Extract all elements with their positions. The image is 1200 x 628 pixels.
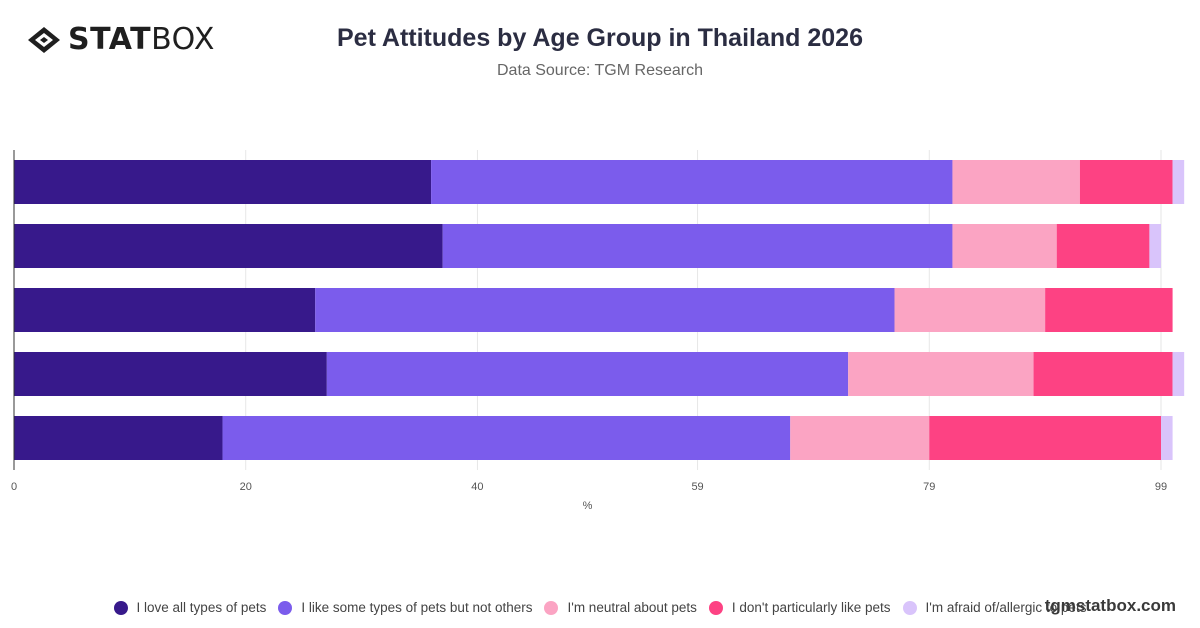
legend-label: I don't particularly like pets [731,600,891,615]
bar-segment [1172,352,1185,396]
legend-item[interactable]: I don't particularly like pets [708,600,891,615]
bar-segment [1149,224,1161,268]
x-tick-label: 0 [11,481,17,493]
bar-segment [431,160,953,204]
bar-segment [790,416,930,460]
x-tick-label: 99 [1155,481,1167,493]
legend-item[interactable]: I'm afraid of/allergic to pets [902,600,1087,615]
x-tick-label: 20 [240,481,252,493]
x-tick-label: 79 [923,481,935,493]
x-axis: 0 20 40 59 79 99% [11,150,1167,512]
legend-label: I like some types of pets but not others [301,600,533,615]
legend-label: I'm neutral about pets [567,600,697,615]
legend-swatch-icon [113,600,128,615]
bar-segment [315,288,895,332]
bar-segment [848,352,1034,396]
legend-label: I love all types of pets [136,600,267,615]
bar-segment [1033,352,1173,396]
bar-segment [952,160,1080,204]
logo-text-bold: STAT [68,22,152,57]
bar-segment [326,352,849,396]
bar-segment [952,224,1057,268]
legend-item[interactable]: I like some types of pets but not others [278,600,532,615]
statbox-logo: STATBOX [26,22,215,58]
bar-segment [14,224,443,268]
bar-segment [14,288,316,332]
bars [14,160,1185,460]
stacked-bar-chart: 0 20 40 59 79 99% [11,150,1185,512]
diamond-logo-icon [28,27,60,53]
bar-segment [14,352,327,396]
legend-swatch-icon [544,600,559,615]
bar-segment [14,160,432,204]
bar-segment [894,288,1046,332]
bar-segment [222,416,791,460]
legend-swatch-icon [278,600,293,615]
bar-segment [14,416,223,460]
x-tick-label: 40 [471,481,483,493]
legend-swatch-icon [708,600,723,615]
chart-legend: I love all types of pets I like some type… [0,600,1200,615]
legend-item[interactable]: I'm neutral about pets [544,600,697,615]
x-axis-label: % [583,500,593,512]
bar-segment [1045,288,1173,332]
legend-label: I'm afraid of/allergic to pets [925,600,1087,615]
logo-text-light: BOX [151,22,215,57]
bar-segment [1161,416,1173,460]
bar-segment [1172,160,1185,204]
watermark: tgmstatbox.com [1044,596,1176,615]
bar-segment [442,224,953,268]
bar-segment [1056,224,1150,268]
bar-segment [929,416,1161,460]
chart-title: Pet Attitudes by Age Group in Thailand 2… [336,24,863,52]
legend-swatch-icon [902,600,917,615]
x-tick-label: 59 [691,481,703,493]
legend-item[interactable]: I love all types of pets [113,600,267,615]
bar-segment [1079,160,1173,204]
logo-text: STATBOX [68,22,215,58]
chart-subtitle: Data Source: TGM Research [496,62,703,79]
